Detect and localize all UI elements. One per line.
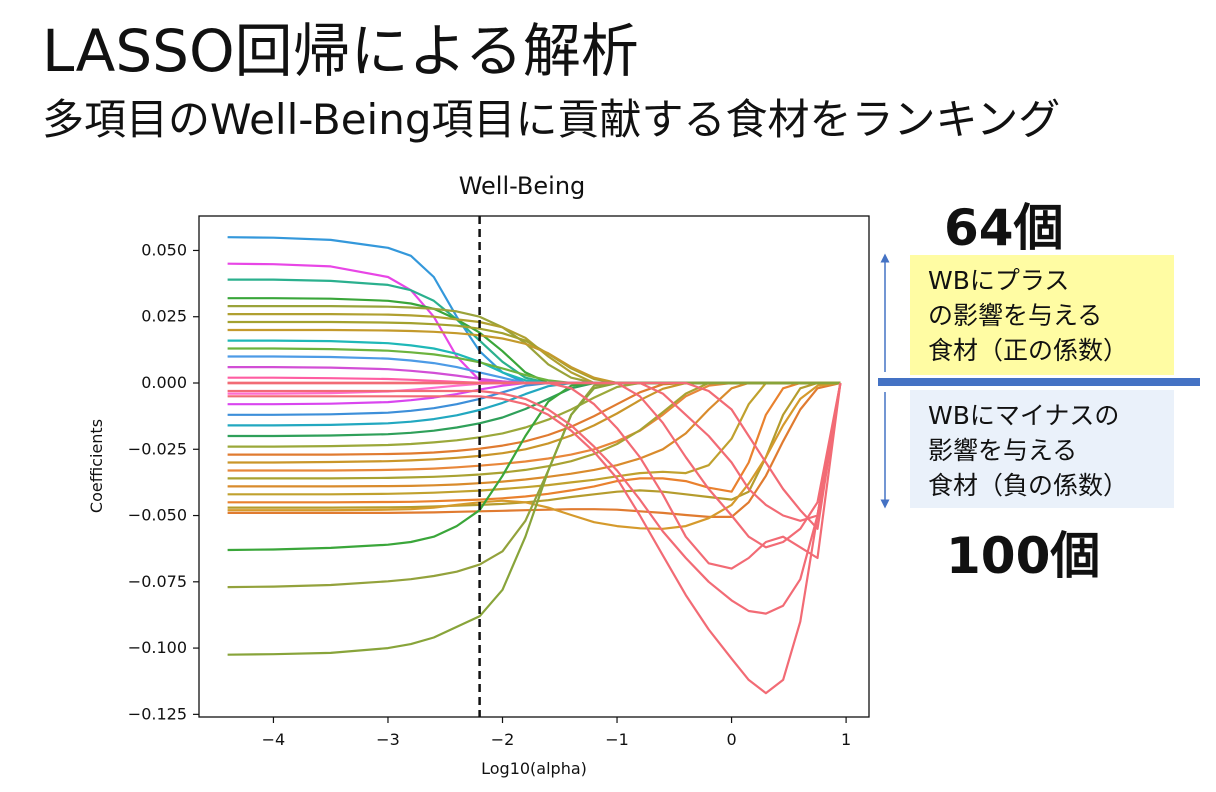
y-axis-label: Coefficients <box>87 419 106 513</box>
negative-box-line-1: WBにマイナスの <box>928 401 1120 430</box>
x-axis-label: Log10(alpha) <box>481 759 587 778</box>
coefficient-path-32 <box>227 381 841 656</box>
x-tick-label: −4 <box>262 730 286 749</box>
y-tick-label: −0.075 <box>128 572 187 591</box>
coefficient-path-29 <box>227 381 841 530</box>
slide-subtitle: 多項目のWell-Being項目に貢献する食材をランキング <box>42 95 1061 144</box>
coefficient-path-28 <box>227 381 841 518</box>
y-tick-label: −0.125 <box>128 704 187 723</box>
positive-box-line-3: 食材（正の係数） <box>928 336 1129 365</box>
coefficient-path-1 <box>227 236 841 385</box>
coefficient-path-38 <box>227 381 842 530</box>
x-tick-label: 1 <box>841 730 851 749</box>
slide-title: LASSO回帰による解析 <box>42 17 639 85</box>
x-tick-label: −2 <box>491 730 515 749</box>
y-tick-label: 0.050 <box>141 240 187 259</box>
positive-coefficient-box: WBにプラス の影響を与える 食材（正の係数） <box>910 255 1174 375</box>
y-axis: 0.050 0.025 0.000 −0.025 −0.050 −0.075 −0.100 −… <box>128 240 199 723</box>
coefficient-paths <box>227 236 842 695</box>
x-tick-label: −1 <box>605 730 629 749</box>
chart-title: Well-Being <box>459 172 586 200</box>
y-tick-label: 0.025 <box>141 307 187 326</box>
positive-box-line-1: WBにプラス <box>928 266 1070 295</box>
x-axis: −4 −3 −2 −1 0 1 <box>262 717 851 749</box>
y-tick-label: −0.025 <box>128 439 187 458</box>
negative-box-line-3: 食材（負の係数） <box>928 471 1129 500</box>
y-tick-label: 0.000 <box>141 373 187 392</box>
coefficient-path-35 <box>227 381 842 570</box>
positive-box-line-2: の影響を与える <box>928 301 1103 330</box>
plot-frame <box>198 215 870 718</box>
x-tick-label: 0 <box>726 730 736 749</box>
zero-divider-bar <box>878 378 1200 386</box>
negative-box-line-2: 影響を与える <box>928 436 1078 465</box>
coefficient-path-16 <box>227 381 841 416</box>
coefficient-path-34 <box>227 382 842 615</box>
negative-count: 100個 <box>946 527 1101 585</box>
y-tick-label: −0.100 <box>128 638 187 657</box>
negative-coefficient-box: WBにマイナスの 影響を与える 食材（負の係数） <box>910 390 1174 508</box>
x-tick-label: −3 <box>376 730 400 749</box>
positive-count: 64個 <box>944 199 1064 257</box>
y-tick-label: −0.050 <box>128 506 187 525</box>
coefficient-path-33 <box>227 382 842 695</box>
coefficient-path-26 <box>227 381 841 504</box>
